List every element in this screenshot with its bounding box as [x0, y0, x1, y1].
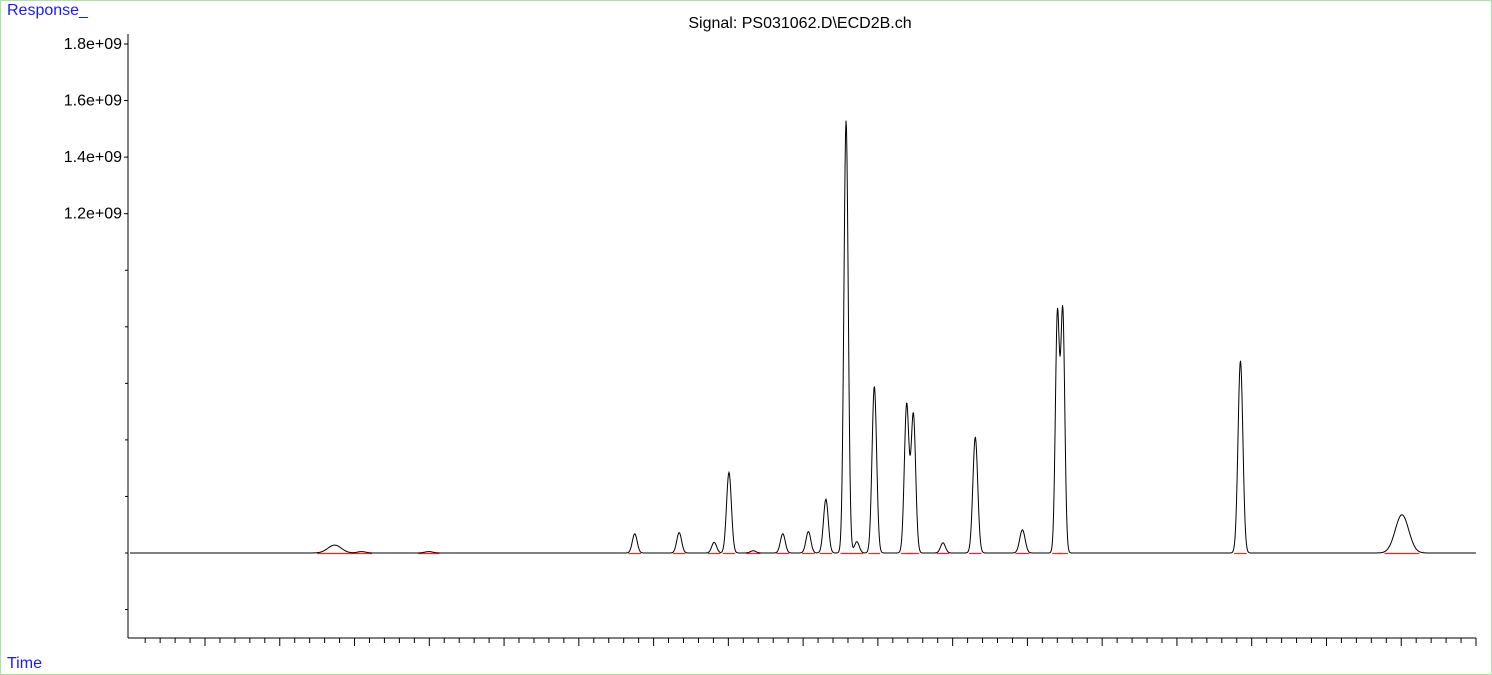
y-tick-label: 1.6e+09 — [64, 93, 122, 110]
x-axis-label: Time — [7, 655, 42, 672]
axes — [127, 34, 1476, 639]
chart-title: Signal: PS031062.D\ECD2B.ch — [688, 15, 912, 32]
y-ticks: 1.8e+09 1.6e+09 1.4e+09 1.2e+09 — [64, 36, 128, 611]
y-tick-label: 1.4e+09 — [64, 149, 122, 166]
y-axis-label: Response_ — [7, 2, 88, 19]
signal-trace — [130, 120, 1476, 554]
x-ticks — [144, 638, 1477, 646]
y-tick-label: 1.2e+09 — [64, 206, 122, 223]
y-tick-label: 1.8e+09 — [64, 36, 122, 53]
